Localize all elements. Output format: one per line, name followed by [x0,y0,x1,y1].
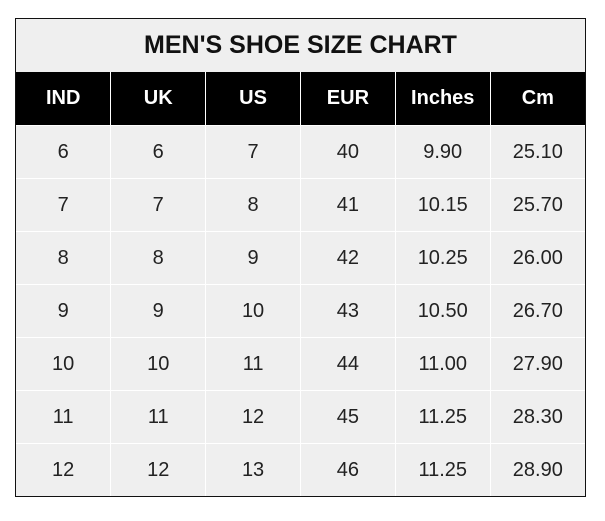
table-cell: 12 [16,443,111,496]
table-cell: 11.00 [394,337,491,391]
table-cell: 9 [110,284,206,338]
table-cell: 28.30 [489,390,585,444]
table-row: 10 10 11 44 11.00 27.90 [16,337,585,391]
table-cell: 40 [299,125,396,179]
table-row: 11 11 12 45 11.25 28.30 [16,390,585,444]
table-cell: 9.90 [394,125,491,179]
table-cell: 6 [110,125,206,179]
table-cell: 43 [299,284,396,338]
column-header: EUR [299,72,396,126]
table-cell: 46 [299,443,396,496]
table-row: 12 12 13 46 11.25 28.90 [16,443,585,496]
header-row: IND UK US EUR Inches Cm [16,72,585,126]
column-header: IND [16,72,111,126]
table-cell: 42 [299,231,396,285]
size-table: MEN'S SHOE SIZE CHART IND UK US EUR Inches Cm… [16,19,585,496]
table-cell: 10 [205,284,301,338]
table-cell: 11 [16,390,111,444]
table-cell: 26.70 [489,284,585,338]
table-cell: 26.00 [489,231,585,285]
table-cell: 10.25 [394,231,491,285]
table-cell: 10 [16,337,111,391]
column-header: Cm [489,72,585,126]
table-cell: 41 [299,178,396,232]
table-cell: 7 [16,178,111,232]
table-cell: 11.25 [394,443,491,496]
table-cell: 10.15 [394,178,491,232]
table-cell: 28.90 [489,443,585,496]
column-header: UK [110,72,206,126]
table-cell: 10 [110,337,206,391]
size-chart: MEN'S SHOE SIZE CHART IND UK US EUR Inches Cm… [15,18,586,497]
table-cell: 10.50 [394,284,491,338]
table-cell: 9 [16,284,111,338]
column-header: Inches [394,72,491,126]
table-row: 8 8 9 42 10.25 26.00 [16,231,585,285]
table-row: 9 9 10 43 10.50 26.70 [16,284,585,338]
table-cell: 12 [110,443,206,496]
table-cell: 11 [205,337,301,391]
table-cell: 25.10 [489,125,585,179]
table-cell: 11 [110,390,206,444]
chart-title: MEN'S SHOE SIZE CHART [16,19,585,72]
table-cell: 12 [205,390,301,444]
table-cell: 8 [16,231,111,285]
table-row: 7 7 8 41 10.15 25.70 [16,178,585,232]
table-cell: 7 [110,178,206,232]
table-cell: 13 [205,443,301,496]
table-cell: 11.25 [394,390,491,444]
table-cell: 6 [16,125,111,179]
column-header: US [205,72,301,126]
table-cell: 9 [205,231,301,285]
table-cell: 7 [205,125,301,179]
table-cell: 27.90 [489,337,585,391]
table-cell: 25.70 [489,178,585,232]
table-cell: 8 [110,231,206,285]
table-row: 6 6 7 40 9.90 25.10 [16,125,585,179]
table-cell: 45 [299,390,396,444]
table-cell: 8 [205,178,301,232]
table-cell: 44 [299,337,396,391]
